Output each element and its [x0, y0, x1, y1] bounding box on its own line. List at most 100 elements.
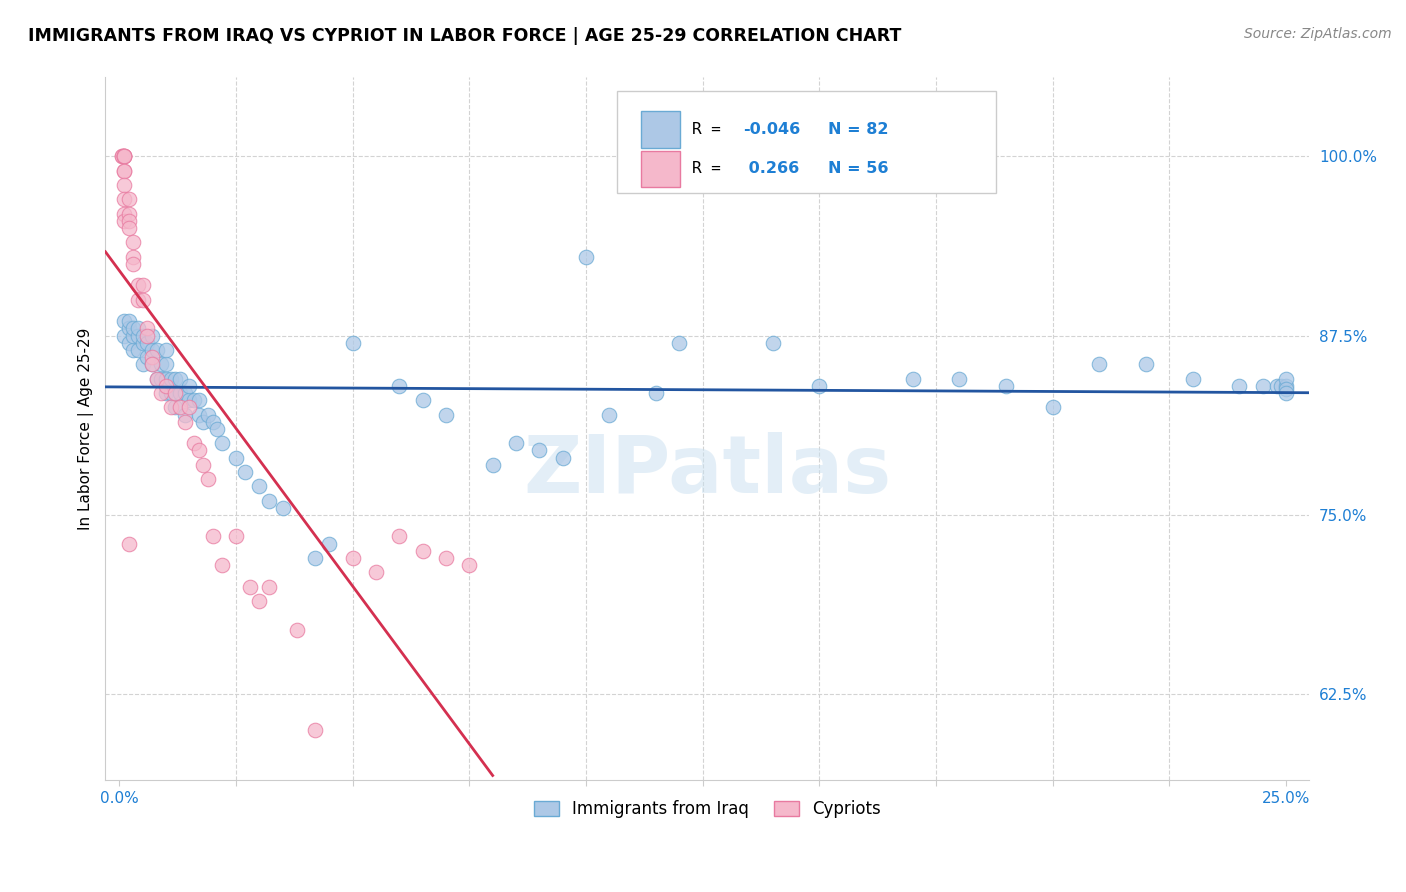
- Point: [645, 386, 668, 401]
- Point: [122, 321, 145, 335]
- Point: [132, 335, 155, 350]
- Point: [111, 149, 134, 163]
- Point: [994, 379, 1017, 393]
- Point: [1042, 401, 1064, 415]
- Point: [118, 536, 141, 550]
- Point: [271, 500, 294, 515]
- Point: [187, 443, 209, 458]
- Point: [481, 458, 503, 472]
- Point: [257, 580, 280, 594]
- Point: [169, 372, 191, 386]
- Point: [122, 343, 145, 357]
- Point: [193, 415, 215, 429]
- Point: [122, 250, 145, 264]
- Point: [247, 594, 270, 608]
- Point: [412, 543, 434, 558]
- Point: [285, 623, 308, 637]
- Point: [118, 335, 141, 350]
- Point: [122, 328, 145, 343]
- Point: [342, 551, 364, 566]
- Point: [179, 393, 201, 408]
- Point: [112, 149, 135, 163]
- Point: [155, 379, 177, 393]
- Point: [112, 163, 135, 178]
- Text: Source: ZipAtlas.com: Source: ZipAtlas.com: [1244, 27, 1392, 41]
- Y-axis label: In Labor Force | Age 25-29: In Labor Force | Age 25-29: [79, 327, 94, 530]
- Point: [201, 529, 224, 543]
- Point: [1275, 382, 1298, 396]
- Point: [1270, 379, 1292, 393]
- Point: [193, 458, 215, 472]
- Text: R =: R =: [692, 161, 730, 177]
- Point: [132, 357, 155, 371]
- Point: [364, 566, 387, 580]
- Point: [529, 443, 551, 458]
- Point: [150, 386, 173, 401]
- Point: [159, 401, 181, 415]
- Point: [112, 178, 135, 192]
- Point: [1275, 386, 1298, 401]
- Point: [145, 343, 167, 357]
- Point: [1265, 379, 1288, 393]
- Point: [1181, 372, 1204, 386]
- Text: 0.266: 0.266: [744, 161, 800, 177]
- Point: [155, 386, 177, 401]
- Point: [211, 436, 233, 450]
- Point: [239, 580, 262, 594]
- Point: [127, 343, 149, 357]
- Point: [1088, 357, 1111, 371]
- Point: [225, 529, 247, 543]
- Point: [127, 328, 149, 343]
- Point: [247, 479, 270, 493]
- Point: [1251, 379, 1274, 393]
- Point: [201, 415, 224, 429]
- Point: [155, 343, 177, 357]
- Point: [1135, 357, 1157, 371]
- Point: [169, 386, 191, 401]
- Legend: Immigrants from Iraq, Cypriots: Immigrants from Iraq, Cypriots: [527, 793, 887, 825]
- Point: [173, 415, 195, 429]
- Point: [187, 393, 209, 408]
- Point: [132, 278, 155, 293]
- Point: [179, 379, 201, 393]
- Point: [155, 357, 177, 371]
- Point: [211, 558, 233, 573]
- Point: [112, 149, 135, 163]
- Point: [150, 357, 173, 371]
- Point: [207, 422, 229, 436]
- Text: N = 56: N = 56: [828, 161, 889, 177]
- Point: [575, 250, 598, 264]
- Point: [318, 536, 340, 550]
- Point: [1275, 379, 1298, 393]
- Point: [118, 314, 141, 328]
- Point: [187, 408, 209, 422]
- Point: [434, 408, 457, 422]
- Point: [948, 372, 970, 386]
- Point: [762, 335, 785, 350]
- Point: [183, 393, 205, 408]
- Point: [118, 321, 141, 335]
- Point: [145, 372, 167, 386]
- Point: [257, 493, 280, 508]
- Point: [155, 372, 177, 386]
- Text: R =: R =: [692, 122, 730, 136]
- Point: [165, 401, 187, 415]
- FancyBboxPatch shape: [641, 111, 679, 147]
- Point: [173, 408, 195, 422]
- Point: [808, 379, 831, 393]
- Text: ZIPatlas: ZIPatlas: [523, 432, 891, 510]
- Point: [132, 293, 155, 307]
- Point: [145, 372, 167, 386]
- Point: [141, 357, 163, 371]
- Point: [136, 321, 159, 335]
- Point: [127, 278, 149, 293]
- Point: [304, 723, 326, 737]
- Point: [118, 214, 141, 228]
- Point: [122, 257, 145, 271]
- Point: [118, 221, 141, 235]
- Text: -0.046: -0.046: [744, 122, 800, 136]
- Point: [1275, 372, 1298, 386]
- Point: [136, 335, 159, 350]
- Point: [169, 401, 191, 415]
- Text: IMMIGRANTS FROM IRAQ VS CYPRIOT IN LABOR FORCE | AGE 25-29 CORRELATION CHART: IMMIGRANTS FROM IRAQ VS CYPRIOT IN LABOR…: [28, 27, 901, 45]
